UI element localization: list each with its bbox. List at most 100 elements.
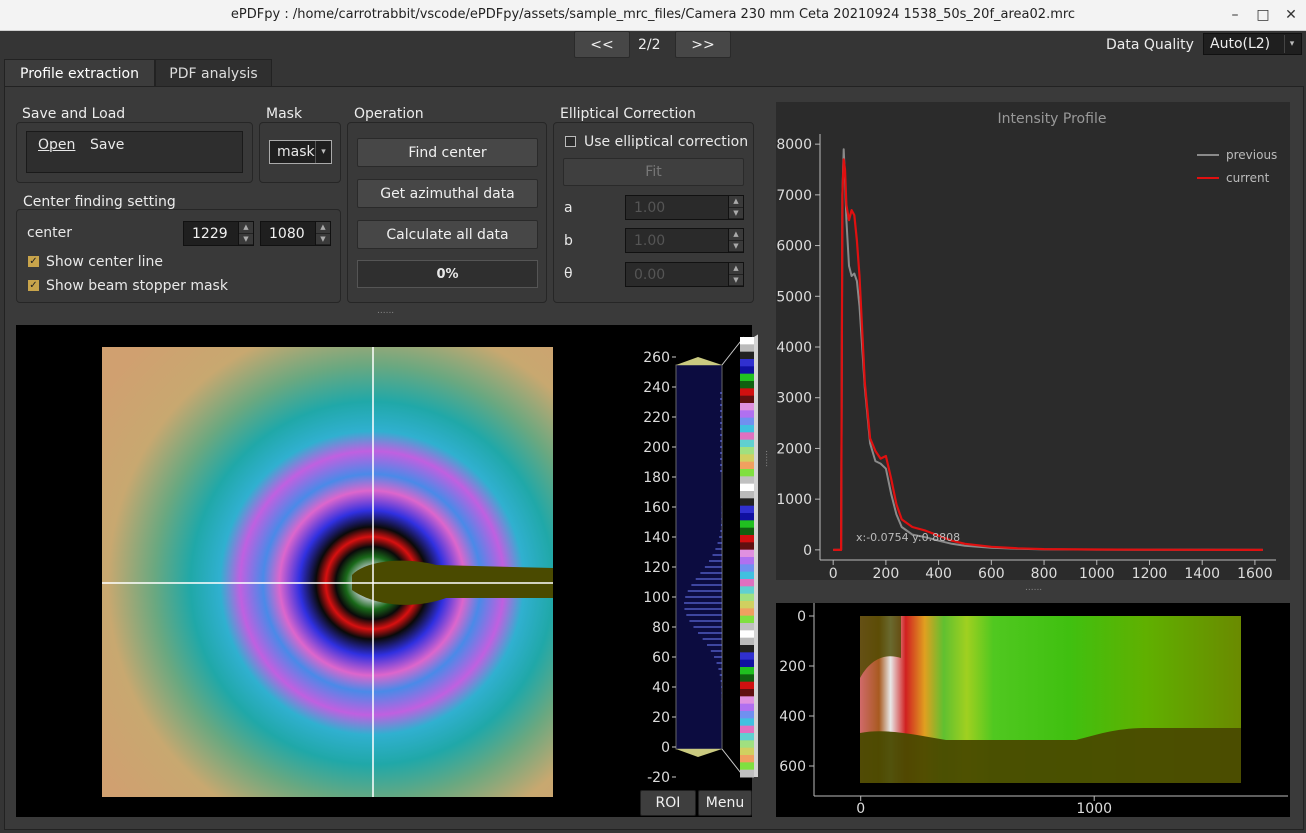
colormap-swatch [740, 542, 754, 551]
diffraction-image-viewer[interactable]: 260 240 220 200 180 160 140 120 100 80 60 40 20 0 -20 … [16, 325, 758, 817]
show-center-line-checkbox[interactable]: ✓ [28, 256, 39, 267]
colormap-gradient-handle[interactable] [754, 329, 758, 777]
histogram-tick-label: 100 [643, 590, 670, 606]
save-load-title: Save and Load [22, 106, 126, 122]
b-spinbox[interactable]: 1.00 ▲ ▼ [625, 228, 744, 253]
elliptical-correction-title: Elliptical Correction [560, 106, 696, 122]
chevron-down-icon: ▾ [315, 141, 331, 163]
colormap-swatch [740, 425, 754, 433]
x-tick-label: 200 [873, 566, 900, 580]
splitter-handle[interactable]: ...... [1025, 583, 1043, 593]
chevron-up-icon[interactable]: ▲ [316, 222, 330, 234]
colormap-swatch [740, 454, 754, 463]
intensity-profile-plot[interactable]: Intensity Profile 0 1000 2000 3000 4000 5000 6… [776, 102, 1290, 580]
save-menu[interactable]: Save [90, 137, 125, 153]
calculate-all-data-button[interactable]: Calculate all data [357, 220, 538, 249]
chevron-up-icon[interactable]: ▲ [729, 196, 743, 208]
splitter-handle[interactable]: ...... [377, 306, 395, 316]
azimuthal-image-canvas[interactable]: 0 200 400 600 0 1000 [776, 603, 1290, 817]
colormap-swatch [740, 696, 754, 705]
colormap-swatch [740, 381, 754, 389]
minimize-icon[interactable]: – [1231, 7, 1239, 23]
splitter-handle-vertical[interactable]: ...... [763, 450, 773, 468]
open-menu[interactable]: Open [38, 137, 76, 153]
chevron-down-icon[interactable]: ▼ [239, 233, 253, 245]
colormap-swatch [740, 740, 754, 749]
colormap-swatch [740, 373, 754, 382]
x-tick-label: 1600 [1237, 566, 1273, 580]
find-center-button[interactable]: Find center [357, 138, 538, 167]
colormap-swatch [740, 762, 754, 771]
heatmap-y-tick-label: 400 [779, 709, 806, 725]
theta-spinbox[interactable]: 0.00 ▲ ▼ [625, 262, 744, 287]
a-value: 1.00 [634, 199, 666, 216]
colormap-swatch [740, 476, 754, 485]
colormap-swatch [740, 520, 754, 529]
histogram-tick-label: 180 [643, 470, 670, 486]
x-tick-label: 1400 [1184, 566, 1220, 580]
chevron-down-icon[interactable]: ▼ [729, 274, 743, 286]
azimuthal-beam-stopper-mask [860, 728, 1241, 783]
elliptical-correction-checkbox[interactable] [565, 136, 576, 147]
menu-button[interactable]: Menu [698, 790, 752, 816]
colormap-swatch [740, 681, 754, 690]
mask-select[interactable]: mask ▾ [269, 140, 332, 164]
chevron-down-icon[interactable]: ▼ [729, 207, 743, 219]
colormap-swatch [740, 630, 754, 639]
elliptical-correction-label: Use elliptical correction [584, 134, 749, 150]
histogram-tick-label: 160 [643, 500, 670, 516]
intensity-profile-canvas[interactable]: Intensity Profile 0100020003000400050006… [776, 102, 1290, 580]
chevron-up-icon[interactable]: ▲ [729, 229, 743, 241]
colormap-swatch [740, 674, 754, 683]
colormap-swatch [740, 483, 754, 492]
a-spinbox[interactable]: 1.00 ▲ ▼ [625, 195, 744, 220]
diffraction-image-canvas[interactable] [16, 325, 752, 817]
y-tick-label: 2000 [776, 441, 812, 457]
roi-button[interactable]: ROI [640, 790, 696, 816]
colormap-swatch [740, 608, 754, 617]
center-label: center [27, 225, 73, 241]
histogram-region[interactable] [675, 364, 723, 750]
colormap-swatch [740, 535, 754, 543]
chevron-down-icon[interactable]: ▼ [729, 240, 743, 252]
legend-label-previous: previous [1226, 148, 1277, 162]
data-quality-select[interactable]: Auto(L2) ▾ [1203, 33, 1302, 55]
colormap-swatch [740, 733, 754, 741]
histogram-tick-label: 240 [643, 380, 670, 396]
elliptical-correction-group: Use elliptical correction Fit a 1.00 ▲ ▼ … [553, 122, 754, 303]
show-beam-stopper-checkbox[interactable]: ✓ [28, 280, 39, 291]
fit-button[interactable]: Fit [563, 158, 744, 186]
chevron-down-icon[interactable]: ▼ [316, 233, 330, 245]
center-x-spinbox[interactable]: 1229 ▲ ▼ [183, 221, 254, 246]
histogram-tick-label: -20 [647, 770, 670, 786]
azimuthal-image-viewer[interactable]: 0 200 400 600 0 1000 [776, 603, 1290, 817]
colormap-swatch [740, 689, 754, 697]
next-page-button[interactable]: >> [675, 31, 731, 58]
chevron-up-icon[interactable]: ▲ [239, 222, 253, 234]
center-y-value: 1080 [269, 225, 305, 242]
x-tick-label: 400 [925, 566, 952, 580]
show-beam-stopper-label: Show beam stopper mask [46, 278, 228, 294]
center-setting-title: Center finding setting [23, 194, 176, 210]
chevron-up-icon[interactable]: ▲ [729, 263, 743, 275]
prev-page-button[interactable]: << [574, 31, 630, 58]
maximize-icon[interactable]: □ [1256, 7, 1270, 23]
histogram-tick-label: 220 [643, 410, 670, 426]
histogram-tick-label: 260 [643, 350, 670, 366]
colormap-swatch [740, 593, 754, 602]
get-azimuthal-data-button[interactable]: Get azimuthal data [357, 179, 538, 208]
colormap-swatch [740, 527, 754, 536]
histogram-bottom-handle[interactable] [676, 749, 722, 757]
close-icon[interactable]: ✕ [1285, 7, 1297, 23]
tab-pdf-analysis[interactable]: PDF analysis [155, 59, 272, 87]
histogram-tick-label: 120 [643, 560, 670, 576]
center-y-spinbox[interactable]: 1080 ▲ ▼ [260, 221, 331, 246]
histogram-tick-label: 200 [643, 440, 670, 456]
histogram-top-handle[interactable] [676, 357, 722, 365]
colormap-swatch [740, 513, 754, 521]
tab-profile-extraction[interactable]: Profile extraction [4, 59, 155, 87]
y-tick-label: 5000 [776, 289, 812, 305]
histogram-tick-label: 40 [652, 680, 670, 696]
colormap-swatch [740, 439, 754, 448]
